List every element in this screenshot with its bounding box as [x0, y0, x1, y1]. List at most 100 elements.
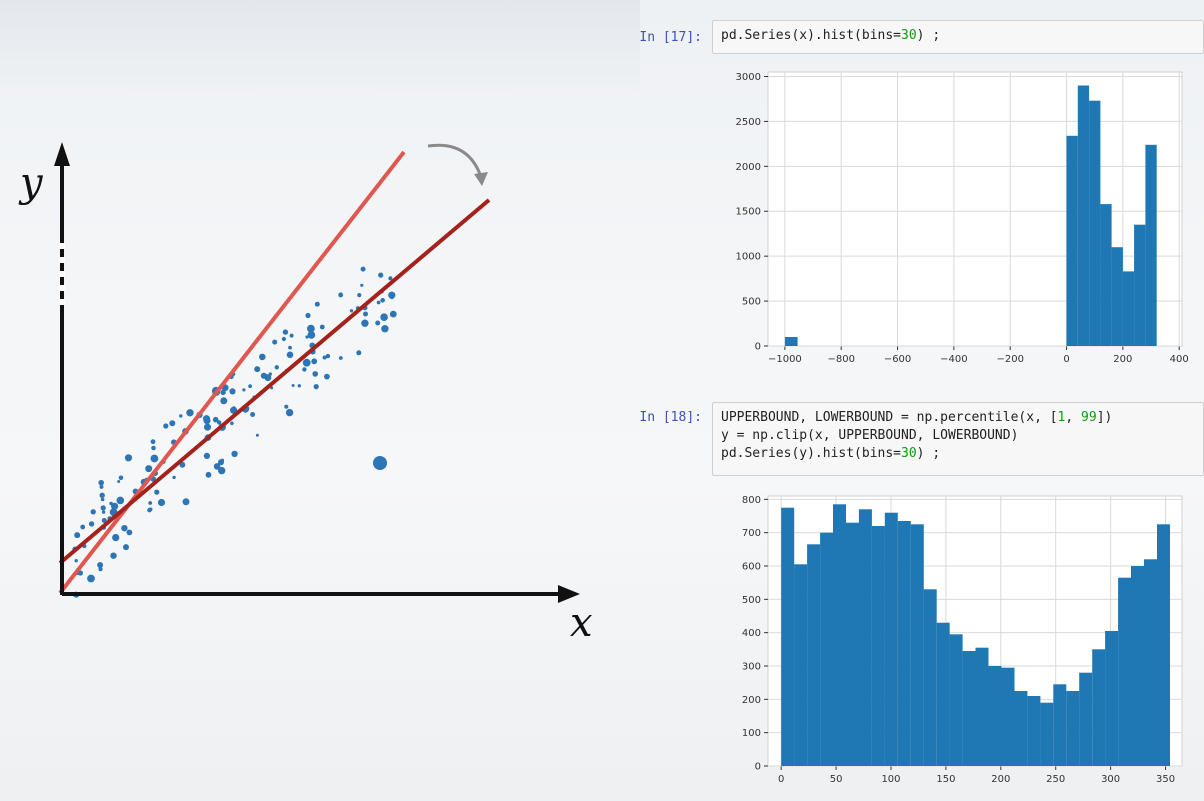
- scatter-point: [242, 388, 246, 392]
- histogram-bar: [1134, 224, 1146, 346]
- scatter-point: [260, 372, 267, 379]
- y-tick-label: 500: [742, 595, 761, 606]
- histogram-bar: [1001, 667, 1015, 766]
- y-tick-label: 500: [742, 297, 761, 308]
- histogram-bar: [975, 647, 989, 766]
- x-tick-label: −1000: [768, 354, 802, 365]
- scatter-point: [282, 329, 289, 335]
- y-tick-label: 2500: [736, 117, 761, 128]
- scatter-point: [255, 433, 259, 437]
- y-tick-label: 0: [755, 762, 761, 773]
- histogram-bar: [988, 666, 1002, 766]
- x-tick-label: 200: [991, 774, 1010, 785]
- histogram-bar: [1118, 577, 1132, 766]
- histogram-bar: [1079, 672, 1093, 766]
- x-tick-label: 200: [1113, 354, 1132, 365]
- scatter-point: [150, 454, 159, 463]
- code-number: 30: [901, 28, 917, 43]
- scatter-point: [285, 408, 294, 417]
- scatter-point: [231, 450, 238, 458]
- scatter-point: [302, 358, 311, 367]
- histogram-bar: [936, 622, 950, 766]
- scatter-point: [151, 445, 156, 451]
- histogram-bar: [1122, 271, 1135, 346]
- scatter-point: [88, 521, 95, 527]
- histogram-bar: [846, 522, 859, 766]
- scatter-point: [338, 356, 343, 360]
- scatter-point: [121, 525, 128, 532]
- x-tick-label: 350: [1156, 774, 1175, 785]
- scatter-point: [325, 353, 331, 359]
- histogram-bar: [1131, 566, 1144, 766]
- histogram-bar: [1145, 144, 1157, 346]
- cell-18-code-input[interactable]: UPPERBOUND, LOWERBOUND = np.percentile(x…: [712, 402, 1204, 476]
- scatter-point: [126, 529, 133, 536]
- histogram-bar: [1014, 691, 1028, 766]
- scatter-point: [80, 524, 86, 530]
- scatter-point: [123, 544, 129, 551]
- scatter-point: [390, 295, 394, 300]
- histogram-bar: [1105, 631, 1119, 766]
- scatter-point: [203, 452, 210, 459]
- scatter-point: [272, 339, 278, 345]
- y-axis-label: y: [20, 160, 43, 206]
- scatter-point: [97, 562, 104, 568]
- scatter-point: [204, 423, 211, 431]
- x-tick-label: 300: [1101, 774, 1120, 785]
- histogram-bar: [1053, 684, 1067, 766]
- scatter-point: [314, 301, 320, 307]
- scatter-point: [101, 510, 106, 514]
- y-axis-arrowhead-icon: [54, 142, 70, 166]
- scatter-point: [205, 471, 212, 478]
- scatter-point: [380, 298, 386, 303]
- code-text: pd.Series(y).hist(bins=: [721, 446, 902, 461]
- scatter-point: [231, 407, 237, 414]
- y-tick-label: 600: [742, 562, 761, 573]
- scatter-point: [254, 366, 261, 373]
- scatter-point: [322, 355, 327, 360]
- histogram-bar: [807, 544, 821, 766]
- scatter-point: [87, 574, 95, 583]
- scatter-point: [250, 412, 256, 417]
- histogram-bar: [794, 564, 808, 766]
- histogram-bar: [1027, 696, 1041, 766]
- scatter-point: [124, 454, 133, 462]
- rotate-arrow-icon: [427, 143, 484, 181]
- scatter-point: [147, 507, 152, 513]
- histogram-bar: [858, 509, 872, 766]
- x-axis-arrowhead-icon: [558, 585, 580, 603]
- scatter-point: [259, 353, 266, 361]
- scatter-point: [357, 293, 362, 298]
- scatter-point: [112, 534, 120, 542]
- scatter-point: [116, 496, 125, 505]
- scatter-point: [375, 320, 381, 326]
- code-text: pd.Series(x).hist(bins=: [721, 28, 902, 43]
- scatter-point: [229, 388, 236, 395]
- histogram-bar: [910, 524, 924, 766]
- code-number: 30: [901, 446, 917, 461]
- histogram-bar: [1144, 559, 1157, 766]
- regression-diagram: [54, 142, 580, 603]
- histogram-bar: [1077, 85, 1090, 346]
- histogram-bar: [833, 504, 846, 766]
- scatter-point: [213, 463, 221, 470]
- fitted-regression-line: [58, 198, 491, 565]
- code-number: 1: [1057, 410, 1066, 425]
- scatter-point: [361, 319, 369, 327]
- code-number: 99: [1081, 410, 1097, 425]
- slide-banner: [0, 0, 640, 95]
- histogram-bar: [923, 589, 937, 766]
- outlier-point: [373, 456, 387, 470]
- histogram-bar: [1089, 100, 1101, 346]
- scatter-point: [179, 414, 183, 418]
- scatter-point: [110, 552, 117, 559]
- scatter-point: [101, 518, 107, 523]
- histogram-bar: [871, 526, 885, 766]
- x-tick-label: 0: [778, 774, 784, 785]
- scatter-point: [289, 333, 294, 338]
- scatter-point: [307, 324, 315, 333]
- cell-17-code-input[interactable]: pd.Series(x).hist(bins=30) ;: [712, 20, 1204, 54]
- scatter-point: [297, 384, 301, 388]
- y-tick-label: 800: [742, 495, 761, 506]
- scatter-point: [218, 466, 226, 475]
